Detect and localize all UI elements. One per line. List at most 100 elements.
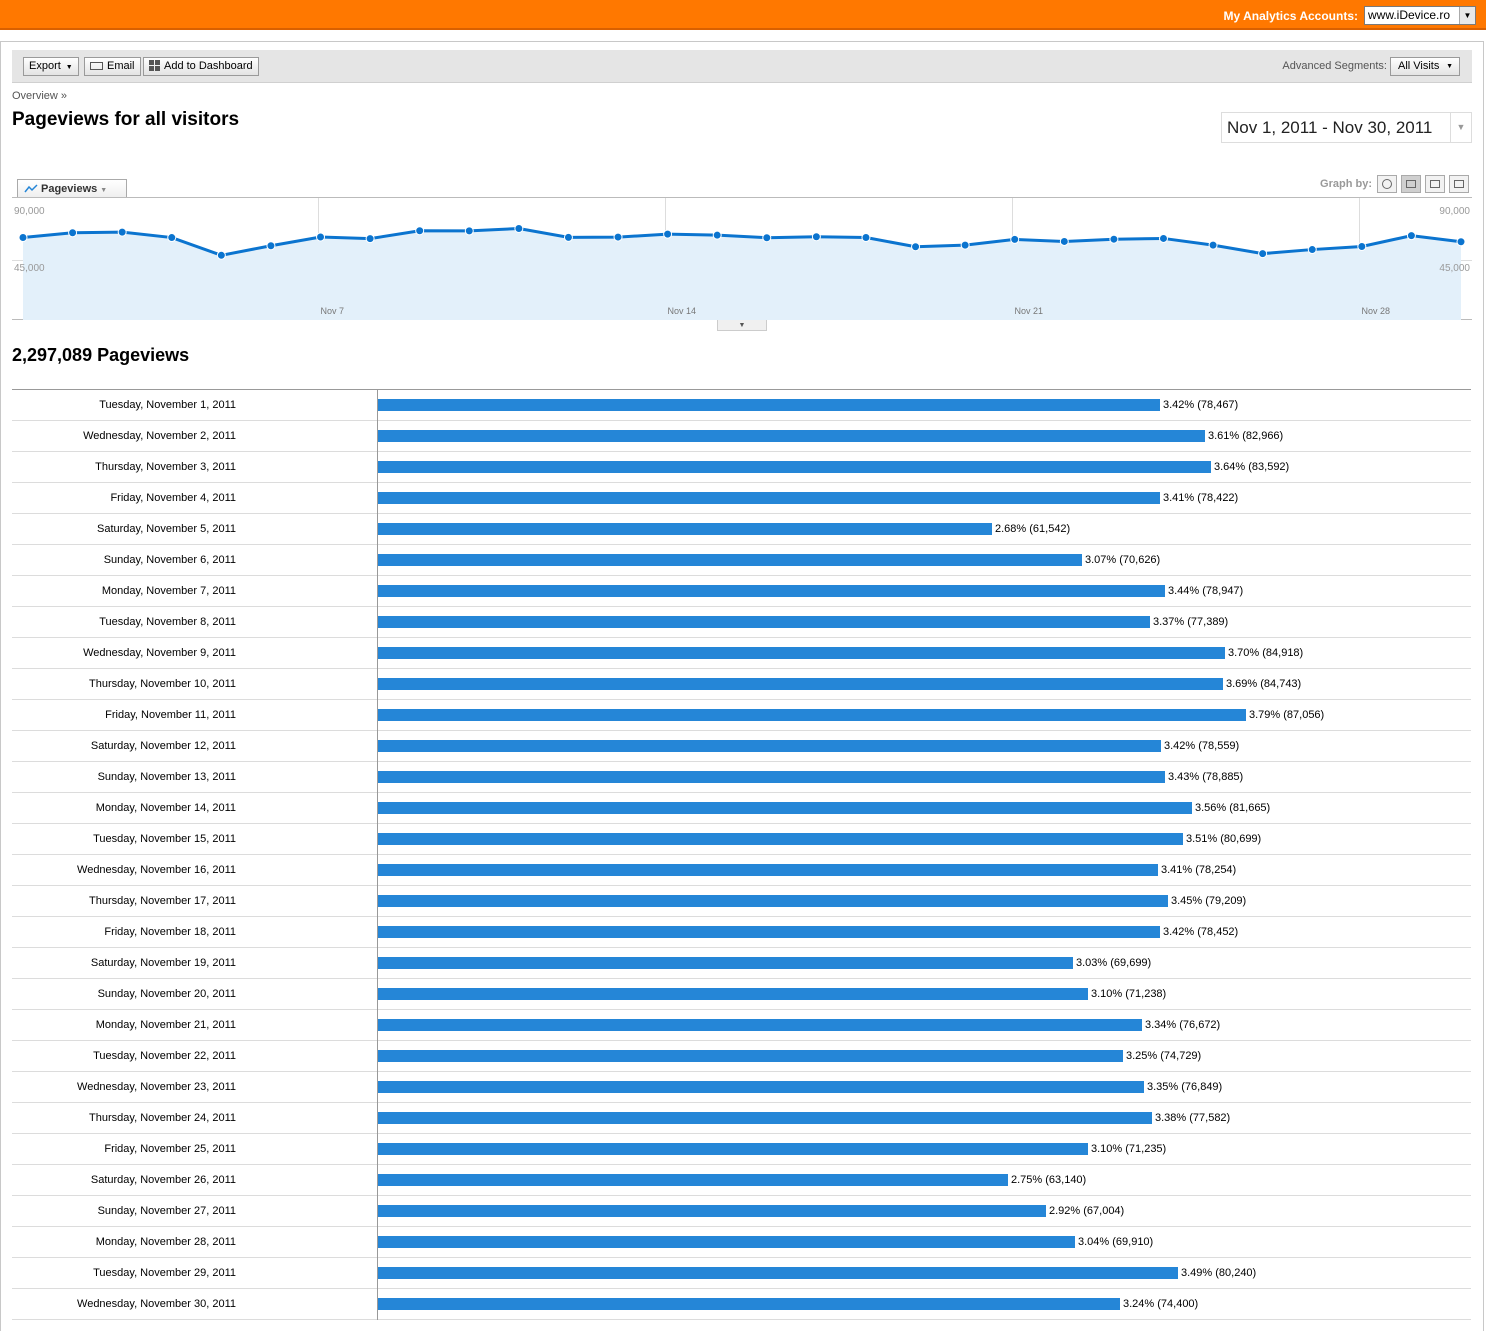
table-row: Friday, November 4, 2011 3.41% (78,422) [12, 483, 1471, 514]
chart-data-point[interactable] [1158, 233, 1168, 243]
chart-data-point[interactable] [514, 223, 524, 233]
clock-icon [1382, 179, 1392, 189]
row-value-label: 2.92% (67,004) [1049, 1205, 1125, 1217]
chart-data-point[interactable] [811, 232, 821, 242]
chart-data-point[interactable] [1307, 245, 1317, 255]
row-value-label: 3.41% (78,422) [1163, 492, 1239, 504]
account-select[interactable]: www.iDevice.ro ▼ [1364, 6, 1476, 25]
table-row: Wednesday, November 23, 2011 3.35% (76,84… [12, 1072, 1471, 1103]
chart-data-point[interactable] [18, 233, 28, 243]
chart-data-point[interactable] [1010, 234, 1020, 244]
chart-data-point[interactable] [911, 242, 921, 252]
calendar-day-icon [1406, 180, 1416, 188]
row-bar [378, 740, 1161, 752]
row-bar [378, 523, 992, 535]
graph-by-day-button[interactable] [1401, 175, 1421, 193]
chevron-down-icon[interactable]: ▼ [1450, 113, 1471, 142]
chart-data-point[interactable] [464, 226, 474, 236]
row-value-label: 3.42% (78,452) [1163, 926, 1239, 938]
chart-data-point[interactable] [960, 240, 970, 250]
row-value-label: 3.24% (74,400) [1123, 1298, 1199, 1310]
row-bar [378, 957, 1073, 969]
chart-data-point[interactable] [266, 241, 276, 251]
chart-data-point[interactable] [316, 232, 326, 242]
email-button[interactable]: Email [84, 57, 141, 76]
add-to-dashboard-button[interactable]: Add to Dashboard [143, 57, 259, 76]
graph-by-month-button[interactable] [1449, 175, 1469, 193]
row-value-label: 2.68% (61,542) [995, 523, 1071, 535]
row-date-label: Tuesday, November 29, 2011 [93, 1267, 236, 1279]
row-value-label: 3.07% (70,626) [1085, 554, 1161, 566]
date-range-picker[interactable]: Nov 1, 2011 - Nov 30, 2011 ▼ [1221, 112, 1472, 143]
row-date-label: Saturday, November 26, 2011 [90, 1174, 236, 1186]
table-row: Friday, November 11, 2011 3.79% (87,056) [12, 700, 1471, 731]
pageviews-line-chart[interactable]: 90,000 90,000 45,000 45,000 Nov 7 Nov 14 N… [12, 197, 1472, 321]
x-axis-tick-label: Nov 28 [1362, 306, 1391, 316]
row-date-label: Sunday, November 13, 2011 [97, 771, 236, 783]
row-value-label: 3.51% (80,699) [1186, 833, 1262, 845]
chevron-down-icon: ▼ [100, 187, 108, 194]
chart-data-point[interactable] [68, 228, 78, 238]
chart-data-point[interactable] [216, 250, 226, 260]
chart-data-point[interactable] [1059, 236, 1069, 246]
row-value-label: 3.64% (83,592) [1214, 461, 1290, 473]
table-row: Sunday, November 13, 2011 3.43% (78,885) [12, 762, 1471, 793]
chevron-down-icon: ▼ [65, 64, 73, 71]
collapse-graph-handle[interactable]: ▼ [717, 320, 767, 331]
table-row: Saturday, November 12, 2011 3.42% (78,559… [12, 731, 1471, 762]
graph-by-hour-button[interactable] [1377, 175, 1397, 193]
table-row: Saturday, November 5, 2011 2.68% (61,542) [12, 514, 1471, 545]
row-date-label: Tuesday, November 22, 2011 [93, 1050, 236, 1062]
row-date-label: Saturday, November 12, 2011 [90, 740, 236, 752]
row-value-label: 3.42% (78,467) [1163, 399, 1239, 411]
chart-data-point[interactable] [663, 229, 673, 239]
chart-data-point[interactable] [712, 230, 722, 240]
row-date-label: Wednesday, November 2, 2011 [83, 430, 236, 442]
chart-data-point[interactable] [1406, 231, 1416, 241]
table-row: Thursday, November 24, 2011 3.38% (77,582… [12, 1103, 1471, 1134]
chart-data-point[interactable] [167, 233, 177, 243]
row-value-label: 3.04% (69,910) [1078, 1236, 1154, 1248]
row-bar [378, 1050, 1123, 1062]
chart-data-point[interactable] [1456, 237, 1466, 247]
row-value-label: 3.70% (84,918) [1228, 647, 1304, 659]
total-pageviews: 2,297,089 Pageviews [12, 345, 190, 365]
metric-selector-tab[interactable]: Pageviews ▼ [17, 179, 127, 198]
table-row: Friday, November 25, 2011 3.10% (71,235) [12, 1134, 1471, 1165]
chart-data-point[interactable] [365, 234, 375, 244]
export-button[interactable]: Export ▼ [23, 57, 79, 76]
chart-area-fill [23, 228, 1461, 320]
row-bar [378, 895, 1168, 907]
table-row: Thursday, November 17, 2011 3.45% (79,209… [12, 886, 1471, 917]
advanced-segments-select[interactable]: All Visits ▼ [1390, 57, 1460, 76]
row-date-label: Friday, November 4, 2011 [110, 492, 236, 504]
chart-data-point[interactable] [1208, 240, 1218, 250]
row-bar [378, 430, 1205, 442]
row-date-label: Wednesday, November 9, 2011 [83, 647, 236, 659]
row-date-label: Sunday, November 20, 2011 [97, 988, 236, 1000]
chart-data-point[interactable] [117, 227, 127, 237]
chart-data-point[interactable] [563, 232, 573, 242]
chart-data-point[interactable] [1258, 249, 1268, 259]
row-date-label: Saturday, November 5, 2011 [96, 523, 236, 535]
row-bar [378, 461, 1211, 473]
chart-data-point[interactable] [415, 226, 425, 236]
chart-data-point[interactable] [1357, 242, 1367, 252]
table-row: Tuesday, November 8, 2011 3.37% (77,389) [12, 607, 1471, 638]
chart-data-point[interactable] [762, 233, 772, 243]
chart-data-point[interactable] [613, 232, 623, 242]
graph-by-week-button[interactable] [1425, 175, 1445, 193]
row-value-label: 3.49% (80,240) [1181, 1267, 1257, 1279]
row-bar [378, 802, 1192, 814]
breadcrumb[interactable]: Overview » [12, 90, 68, 102]
chart-data-point[interactable] [1109, 234, 1119, 244]
table-row: Saturday, November 19, 2011 3.03% (69,699… [12, 948, 1471, 979]
row-bar [378, 554, 1082, 566]
row-date-label: Friday, November 11, 2011 [105, 709, 236, 721]
chevron-down-icon[interactable]: ▼ [1459, 7, 1475, 24]
chart-data-point[interactable] [861, 233, 871, 243]
row-value-label: 2.75% (63,140) [1011, 1174, 1087, 1186]
table-row: Sunday, November 20, 2011 3.10% (71,238) [12, 979, 1471, 1010]
row-bar [378, 771, 1165, 783]
table-row: Wednesday, November 2, 2011 3.61% (82,966… [12, 421, 1471, 452]
